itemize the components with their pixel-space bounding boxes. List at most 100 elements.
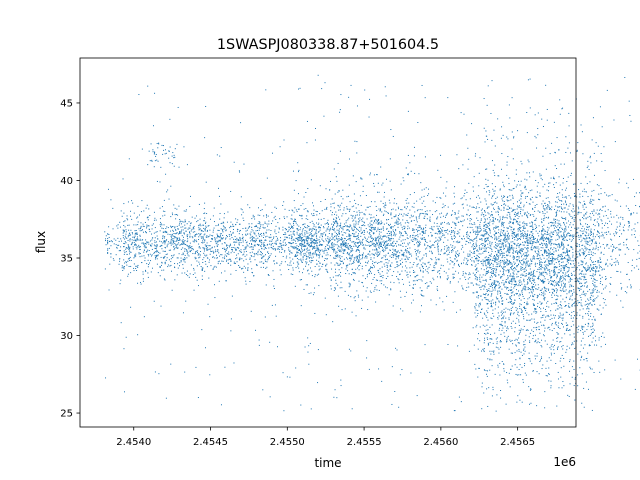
data-point xyxy=(616,260,618,262)
data-point xyxy=(520,269,522,271)
data-point xyxy=(440,216,442,218)
data-point xyxy=(180,248,182,250)
data-point xyxy=(560,200,562,202)
data-point xyxy=(412,272,414,274)
data-point xyxy=(407,238,409,240)
data-point xyxy=(255,329,257,331)
data-point xyxy=(446,181,448,183)
data-point xyxy=(311,237,313,239)
data-point xyxy=(397,218,399,220)
data-point xyxy=(392,248,394,250)
data-point xyxy=(564,236,566,238)
data-point xyxy=(119,249,121,251)
data-point xyxy=(174,214,176,216)
data-point xyxy=(248,226,250,228)
data-point xyxy=(385,286,386,288)
data-point xyxy=(301,279,303,281)
data-point xyxy=(459,278,461,280)
data-point xyxy=(228,251,230,253)
data-point xyxy=(173,240,175,242)
data-point xyxy=(156,244,158,246)
data-point xyxy=(394,267,396,269)
data-point xyxy=(445,231,447,233)
data-point xyxy=(206,230,208,232)
data-point xyxy=(485,226,487,228)
data-point xyxy=(342,252,344,254)
data-point xyxy=(482,235,484,237)
data-point xyxy=(509,212,511,214)
data-point xyxy=(261,241,263,243)
data-point xyxy=(235,270,237,271)
data-point xyxy=(404,206,406,208)
data-point xyxy=(187,246,189,248)
data-point xyxy=(309,260,311,262)
data-point xyxy=(222,231,224,233)
data-point xyxy=(363,221,365,223)
data-point xyxy=(441,249,443,251)
data-point xyxy=(129,253,131,255)
data-point xyxy=(386,267,388,269)
data-point xyxy=(449,263,451,265)
data-point xyxy=(450,244,452,246)
data-point xyxy=(324,82,326,84)
data-point xyxy=(480,229,482,231)
data-point xyxy=(520,180,522,182)
data-point xyxy=(204,202,206,204)
data-point xyxy=(401,242,403,244)
data-point xyxy=(489,224,491,226)
data-point xyxy=(180,230,182,232)
data-point xyxy=(462,274,464,276)
data-point xyxy=(388,270,390,272)
data-point xyxy=(172,214,174,216)
data-point xyxy=(609,233,611,235)
data-point xyxy=(126,253,128,255)
data-point xyxy=(290,234,292,236)
data-point xyxy=(485,248,487,250)
data-point xyxy=(154,227,156,229)
data-point xyxy=(333,168,335,170)
data-point xyxy=(191,246,193,248)
data-point xyxy=(306,261,308,263)
data-point xyxy=(415,229,417,231)
data-point xyxy=(263,255,265,257)
data-point xyxy=(285,244,287,246)
data-point xyxy=(567,394,569,396)
data-point xyxy=(334,249,336,251)
data-point xyxy=(429,227,431,229)
data-point xyxy=(189,273,191,275)
data-point xyxy=(607,227,609,229)
data-point xyxy=(200,236,202,238)
data-point xyxy=(489,247,491,249)
data-point xyxy=(393,234,395,236)
data-point xyxy=(415,224,417,226)
data-point xyxy=(336,221,338,223)
data-point xyxy=(154,242,156,244)
data-point xyxy=(182,243,184,245)
data-point xyxy=(628,248,630,250)
data-point xyxy=(279,251,281,253)
data-point xyxy=(206,242,208,244)
data-point xyxy=(507,200,509,202)
data-point xyxy=(384,246,386,248)
data-point xyxy=(135,232,137,234)
data-point xyxy=(536,247,538,249)
data-point xyxy=(351,256,353,258)
data-point xyxy=(409,209,411,211)
data-point xyxy=(398,238,400,240)
data-point xyxy=(328,228,330,230)
data-point xyxy=(176,239,178,241)
data-point xyxy=(148,241,150,243)
data-point xyxy=(510,221,512,223)
data-point xyxy=(308,345,310,347)
data-point xyxy=(494,260,496,262)
data-point xyxy=(373,262,375,264)
data-point xyxy=(107,242,109,244)
data-point xyxy=(335,251,337,253)
data-point xyxy=(546,231,548,233)
data-point xyxy=(133,224,135,226)
data-point xyxy=(163,240,165,242)
data-point xyxy=(173,245,175,247)
data-point xyxy=(507,138,509,140)
data-point xyxy=(270,253,272,255)
data-point xyxy=(579,234,581,236)
